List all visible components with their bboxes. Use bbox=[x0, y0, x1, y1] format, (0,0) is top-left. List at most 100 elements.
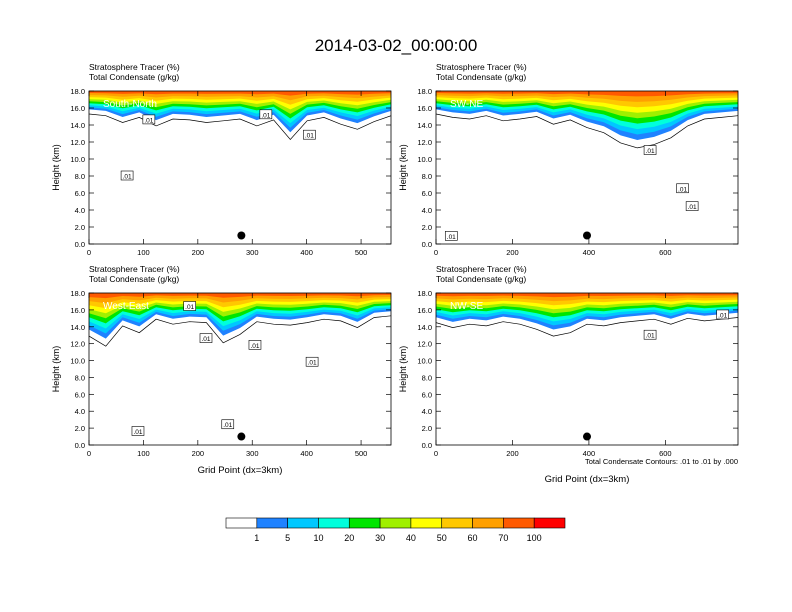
y-tick-label: 2.0 bbox=[422, 424, 432, 433]
y-tick-label: 10.0 bbox=[417, 357, 432, 366]
header-line1: Stratosphere Tracer (%) bbox=[436, 264, 527, 274]
contour-label-text: .01 bbox=[261, 112, 270, 119]
contour-label: .01 bbox=[676, 183, 689, 194]
legend-swatch bbox=[472, 517, 504, 529]
plot-frame bbox=[88, 90, 392, 245]
x-tick-label: 300 bbox=[246, 449, 259, 458]
contour-label-box bbox=[643, 145, 657, 155]
y-tick-label: 12.0 bbox=[70, 138, 85, 147]
y-tick-label: 16.0 bbox=[417, 104, 432, 113]
legend-label: 50 bbox=[437, 533, 447, 543]
x-tick-label: 200 bbox=[192, 449, 205, 458]
y-tick-label: 8.0 bbox=[75, 172, 85, 181]
legend-swatch bbox=[410, 517, 443, 529]
contour-label-box bbox=[221, 419, 235, 430]
y-tick-label: 0.0 bbox=[422, 441, 432, 450]
y-tick-label: 6.0 bbox=[75, 189, 85, 198]
contour-label-box bbox=[716, 309, 730, 320]
contour-label-text: .01 bbox=[223, 422, 232, 429]
condensate-contour bbox=[89, 113, 391, 141]
y-tick-label: 6.0 bbox=[422, 390, 432, 399]
legend-swatch bbox=[441, 517, 473, 529]
legend-swatch bbox=[503, 517, 535, 529]
contour-label-text: .01 bbox=[447, 234, 456, 241]
figure-title: 2014-03-02_00:00:00 bbox=[315, 36, 478, 55]
panel-name: South-North bbox=[103, 99, 157, 110]
contour-label: .01 bbox=[259, 109, 273, 120]
legend-label: 70 bbox=[498, 533, 508, 543]
x-tick-label: 0 bbox=[434, 248, 438, 257]
y-tick-label: 18.0 bbox=[70, 289, 85, 298]
panel-west-east: Stratosphere Tracer (%)Total Condensate … bbox=[51, 264, 392, 476]
contour-label: .01 bbox=[305, 356, 319, 367]
contour-label-text: .01 bbox=[646, 333, 655, 340]
y-tick-label: 0.0 bbox=[75, 240, 85, 249]
contour-label-box bbox=[199, 333, 213, 343]
legend-swatch bbox=[533, 517, 566, 529]
legend-label: 5 bbox=[285, 533, 290, 543]
x-tick-label: 600 bbox=[659, 449, 672, 458]
panel-name: SW-NE bbox=[450, 99, 483, 110]
y-tick-label: 8.0 bbox=[422, 172, 432, 181]
contour-label-box bbox=[259, 109, 273, 120]
header-line1: Stratosphere Tracer (%) bbox=[436, 62, 527, 72]
header-line1: Stratosphere Tracer (%) bbox=[89, 264, 180, 274]
location-marker bbox=[237, 432, 246, 441]
panel-sw-ne: Stratosphere Tracer (%)Total Condensate … bbox=[398, 62, 739, 257]
contour-label: .01 bbox=[131, 426, 145, 436]
x-tick-label: 200 bbox=[506, 248, 519, 257]
tracer-field bbox=[89, 91, 391, 141]
legend-label: 40 bbox=[406, 533, 416, 543]
contour-label: .01 bbox=[199, 333, 213, 343]
contour-label-text: .01 bbox=[688, 204, 697, 211]
y-tick-label: 18.0 bbox=[417, 289, 432, 298]
x-tick-label: 600 bbox=[659, 248, 672, 257]
x-tick-label: 500 bbox=[355, 248, 368, 257]
tracer-band-1 bbox=[436, 293, 738, 298]
legend-label: 10 bbox=[313, 533, 323, 543]
contour-label-text: .01 bbox=[201, 336, 210, 343]
contour-label-box bbox=[142, 114, 156, 125]
y-axis-label: Height (km) bbox=[398, 346, 408, 393]
y-tick-label: 4.0 bbox=[422, 407, 432, 416]
y-tick-label: 14.0 bbox=[70, 121, 85, 130]
legend-swatch bbox=[256, 517, 288, 529]
contour-label-box bbox=[303, 129, 316, 140]
contour-label-text: .01 bbox=[250, 343, 259, 350]
y-tick-label: 12.0 bbox=[417, 138, 432, 147]
header-line2: Total Condensate (g/kg) bbox=[89, 72, 179, 82]
contour-label: .01 bbox=[142, 114, 156, 125]
contour-label: .01 bbox=[183, 301, 196, 311]
x-tick-label: 200 bbox=[192, 248, 205, 257]
y-axis-label: Height (km) bbox=[51, 346, 61, 393]
x-tick-label: 200 bbox=[506, 449, 519, 458]
y-tick-label: 12.0 bbox=[70, 340, 85, 349]
color-legend: 1 5 10 20 30 40 50 60 70 100 bbox=[225, 517, 566, 543]
y-tick-label: 8.0 bbox=[422, 373, 432, 382]
y-tick-label: 16.0 bbox=[70, 306, 85, 315]
contour-label-text: .01 bbox=[646, 148, 655, 155]
contour-label-box bbox=[676, 183, 689, 194]
y-tick-label: 0.0 bbox=[422, 240, 432, 249]
contour-label: .01 bbox=[685, 201, 699, 211]
tracer-field bbox=[89, 293, 391, 347]
y-tick-label: 18.0 bbox=[70, 87, 85, 96]
legend-label: 1 bbox=[254, 533, 259, 543]
y-tick-label: 6.0 bbox=[422, 189, 432, 198]
x-tick-label: 500 bbox=[355, 449, 368, 458]
legend-swatch bbox=[225, 517, 258, 529]
x-tick-label: 400 bbox=[300, 449, 313, 458]
plot-frame bbox=[435, 292, 739, 446]
x-tick-label: 100 bbox=[137, 449, 150, 458]
x-tick-label: 400 bbox=[583, 248, 596, 257]
y-tick-label: 16.0 bbox=[70, 104, 85, 113]
contour-label-text: .01 bbox=[305, 133, 314, 140]
x-tick-label: 0 bbox=[434, 449, 438, 458]
y-tick-label: 10.0 bbox=[417, 155, 432, 164]
header-line2: Total Condensate (g/kg) bbox=[436, 72, 526, 82]
y-tick-label: 16.0 bbox=[417, 306, 432, 315]
x-axis-label: Grid Point (dx=3km) bbox=[545, 474, 630, 485]
header-line2: Total Condensate (g/kg) bbox=[89, 274, 179, 284]
y-axis-label: Height (km) bbox=[51, 144, 61, 191]
